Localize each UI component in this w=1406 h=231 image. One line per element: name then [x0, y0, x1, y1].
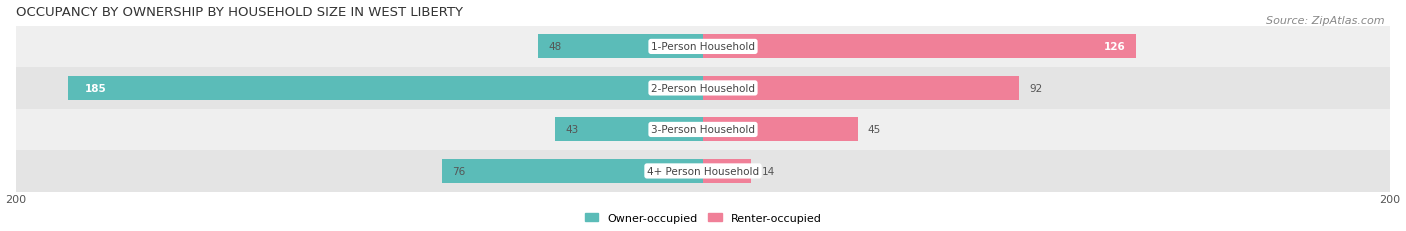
Text: 43: 43 — [565, 125, 579, 135]
Bar — [441, 159, 703, 183]
Bar — [555, 118, 703, 142]
Bar — [15, 27, 1391, 68]
Bar — [703, 35, 1136, 59]
Text: 3-Person Household: 3-Person Household — [651, 125, 755, 135]
Bar — [15, 109, 1391, 151]
Bar — [703, 118, 858, 142]
Text: 1-Person Household: 1-Person Household — [651, 42, 755, 52]
Text: 2-Person Household: 2-Person Household — [651, 84, 755, 94]
Bar — [15, 151, 1391, 192]
Bar — [67, 76, 703, 100]
Bar — [703, 76, 1019, 100]
Text: Source: ZipAtlas.com: Source: ZipAtlas.com — [1267, 16, 1385, 26]
Text: 4+ Person Household: 4+ Person Household — [647, 166, 759, 176]
Text: 14: 14 — [762, 166, 775, 176]
Bar — [703, 159, 751, 183]
Bar — [538, 35, 703, 59]
Legend: Owner-occupied, Renter-occupied: Owner-occupied, Renter-occupied — [585, 213, 821, 223]
Text: 48: 48 — [548, 42, 562, 52]
Text: 126: 126 — [1104, 42, 1125, 52]
Text: 185: 185 — [84, 84, 107, 94]
Text: 76: 76 — [453, 166, 465, 176]
Text: OCCUPANCY BY OWNERSHIP BY HOUSEHOLD SIZE IN WEST LIBERTY: OCCUPANCY BY OWNERSHIP BY HOUSEHOLD SIZE… — [15, 6, 463, 18]
Text: 45: 45 — [868, 125, 882, 135]
Text: 92: 92 — [1029, 84, 1042, 94]
Bar — [15, 68, 1391, 109]
